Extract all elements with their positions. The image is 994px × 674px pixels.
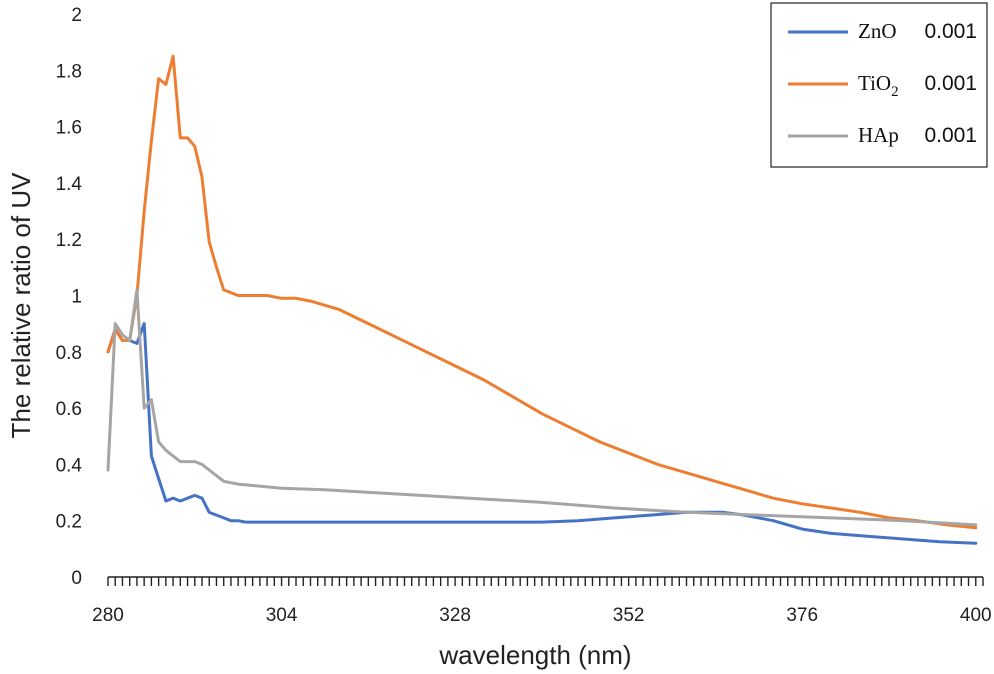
x-tick-label: 304 — [266, 605, 298, 626]
x-tick-label: 280 — [92, 605, 124, 626]
y-tick-label: 0.4 — [56, 455, 83, 476]
x-axis-minor-ticks — [107, 577, 984, 586]
y-tick-label: 0.2 — [56, 512, 82, 533]
legend-value-zno: 0.001 — [924, 20, 977, 43]
y-tick-label: 1.8 — [56, 61, 82, 82]
legend-value-tio2: 0.001 — [924, 72, 977, 95]
y-tick-label: 1 — [71, 287, 82, 308]
legend-label-hap: HAp — [858, 123, 899, 147]
x-axis-tick-labels: 280 304 328 352 376 400 — [92, 605, 991, 626]
x-tick-label: 352 — [613, 605, 645, 626]
series-line-hap — [106, 288, 978, 527]
legend-label-zno: ZnO — [858, 19, 897, 43]
series-line-tio2 — [106, 54, 978, 530]
y-tick-label: 0.6 — [56, 399, 82, 420]
y-tick-label: 0.8 — [56, 343, 82, 364]
y-tick-label: 1.6 — [56, 118, 82, 139]
y-tick-label: 1.2 — [56, 230, 82, 251]
x-tick-label: 376 — [786, 605, 818, 626]
y-tick-label: 1.4 — [56, 174, 83, 195]
series-line-zno — [106, 322, 978, 545]
x-tick-label: 400 — [960, 605, 992, 626]
y-axis-tick-labels: 0 0.2 0.4 0.6 0.8 1 1.2 1.4 1.6 1.8 2 — [56, 5, 83, 589]
x-axis-title: wavelength (nm) — [438, 640, 631, 670]
series-layer — [106, 54, 978, 545]
y-tick-label: 2 — [71, 5, 82, 26]
x-tick-label: 328 — [439, 605, 471, 626]
y-axis-title: The relative ratio of UV — [6, 172, 36, 439]
legend-value-hap: 0.001 — [924, 124, 977, 147]
y-tick-label: 0 — [71, 568, 82, 589]
